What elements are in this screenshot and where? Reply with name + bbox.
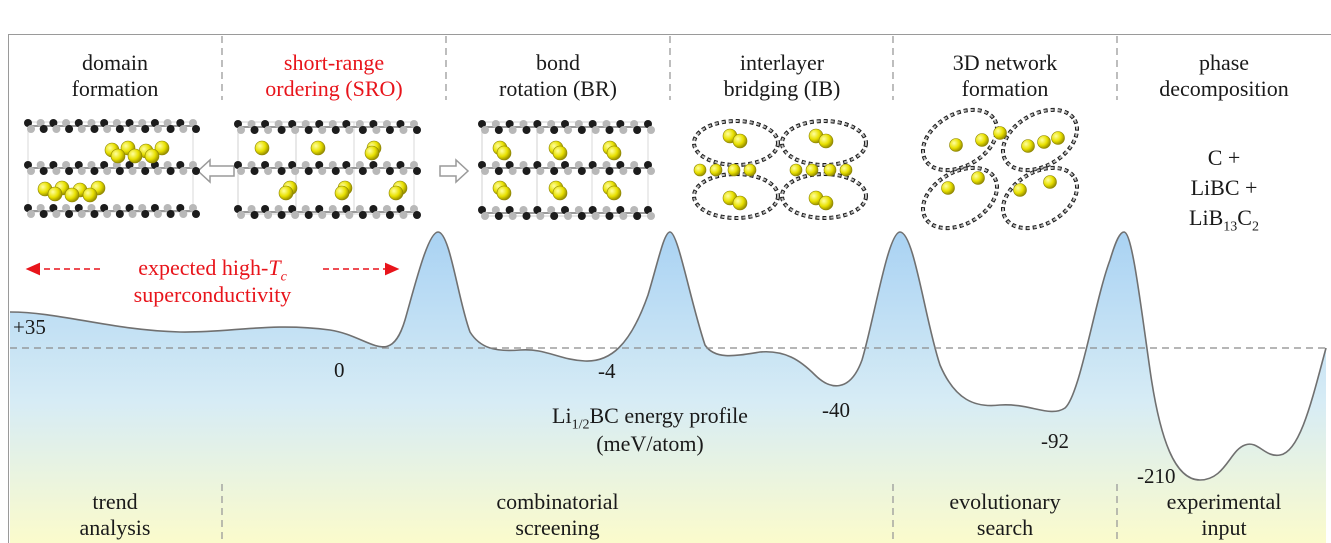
header-line: 3D network [952,50,1058,75]
header-line: interlayer [739,50,825,75]
method-combinatorial-screening: combinatorial screening [224,489,891,541]
tc-note-line1: expected high-Tc [138,255,287,285]
header-line: bridging (IB) [723,76,841,101]
method-line: evolutionary [949,489,1061,514]
structure-3d-network [921,107,1079,231]
header-line: ordering (SRO) [265,76,403,101]
header-line: formation [961,76,1049,101]
profile-label-line1: Li1/2BC energy profile [552,403,748,433]
decomposition-products: C + LiBC + LiB13C2 [1119,143,1329,235]
header-interlayer-bridging: interlayer bridging (IB) [672,50,892,102]
method-line: trend [92,489,138,514]
header-domain-formation: domain formation [10,50,220,102]
product-carbon: C + [1207,145,1241,170]
header-line: phase [1198,50,1250,75]
structure-interlayer-bridging [692,119,868,220]
figure-frame [8,34,1331,543]
product-libc: LiBC + [1190,175,1258,200]
method-experimental-input: experimental input [1119,489,1329,541]
energy-value-3d: -92 [1041,429,1069,453]
method-line: combinatorial [496,489,619,514]
tc-note: expected high-Tc superconductivity [110,254,315,308]
method-line: experimental [1166,489,1282,514]
energy-value-br: -4 [598,359,616,383]
structure-sro [234,120,421,219]
header-line: decomposition [1159,76,1289,101]
header-line: bond [536,50,580,75]
hollow-arrow-right [439,158,470,184]
method-evolutionary-search: evolutionary search [895,489,1115,541]
structure-domain-formation [24,119,200,218]
energy-profile-label: Li1/2BC energy profile (meV/atom) [540,402,760,458]
method-line: input [1201,515,1247,540]
energy-value-sro: 0 [334,358,345,382]
structure-bond-rotation [478,120,655,220]
bottom-column-separators [221,484,1118,543]
crystal-structures [24,107,1079,231]
energy-value-domain: +35 [13,315,46,339]
energy-profile-curve [9,231,1327,481]
header-3d-network-formation: 3D network formation [895,50,1115,102]
header-line: rotation (BR) [499,76,617,101]
method-line: analysis [79,515,151,540]
energy-profile-fill [10,232,1326,543]
energy-value-decomposition: -210 [1137,464,1176,488]
method-line: search [976,515,1034,540]
header-line: short-range [283,50,385,75]
top-column-separators [221,36,1118,100]
header-line: domain [82,50,148,75]
profile-label-line2: (meV/atom) [596,431,704,456]
method-line: screening [515,515,600,540]
header-bond-rotation: bond rotation (BR) [448,50,668,102]
header-phase-decomposition: phase decomposition [1119,50,1329,102]
header-line: formation [71,76,159,101]
energy-value-ib: -40 [822,398,850,422]
hollow-arrow-left [196,158,235,184]
product-lib13c2: LiB13C2 [1189,205,1259,235]
method-trend-analysis: trend analysis [10,489,220,541]
tc-note-line2: superconductivity [133,282,292,307]
header-short-range-ordering: short-range ordering (SRO) [224,50,444,102]
